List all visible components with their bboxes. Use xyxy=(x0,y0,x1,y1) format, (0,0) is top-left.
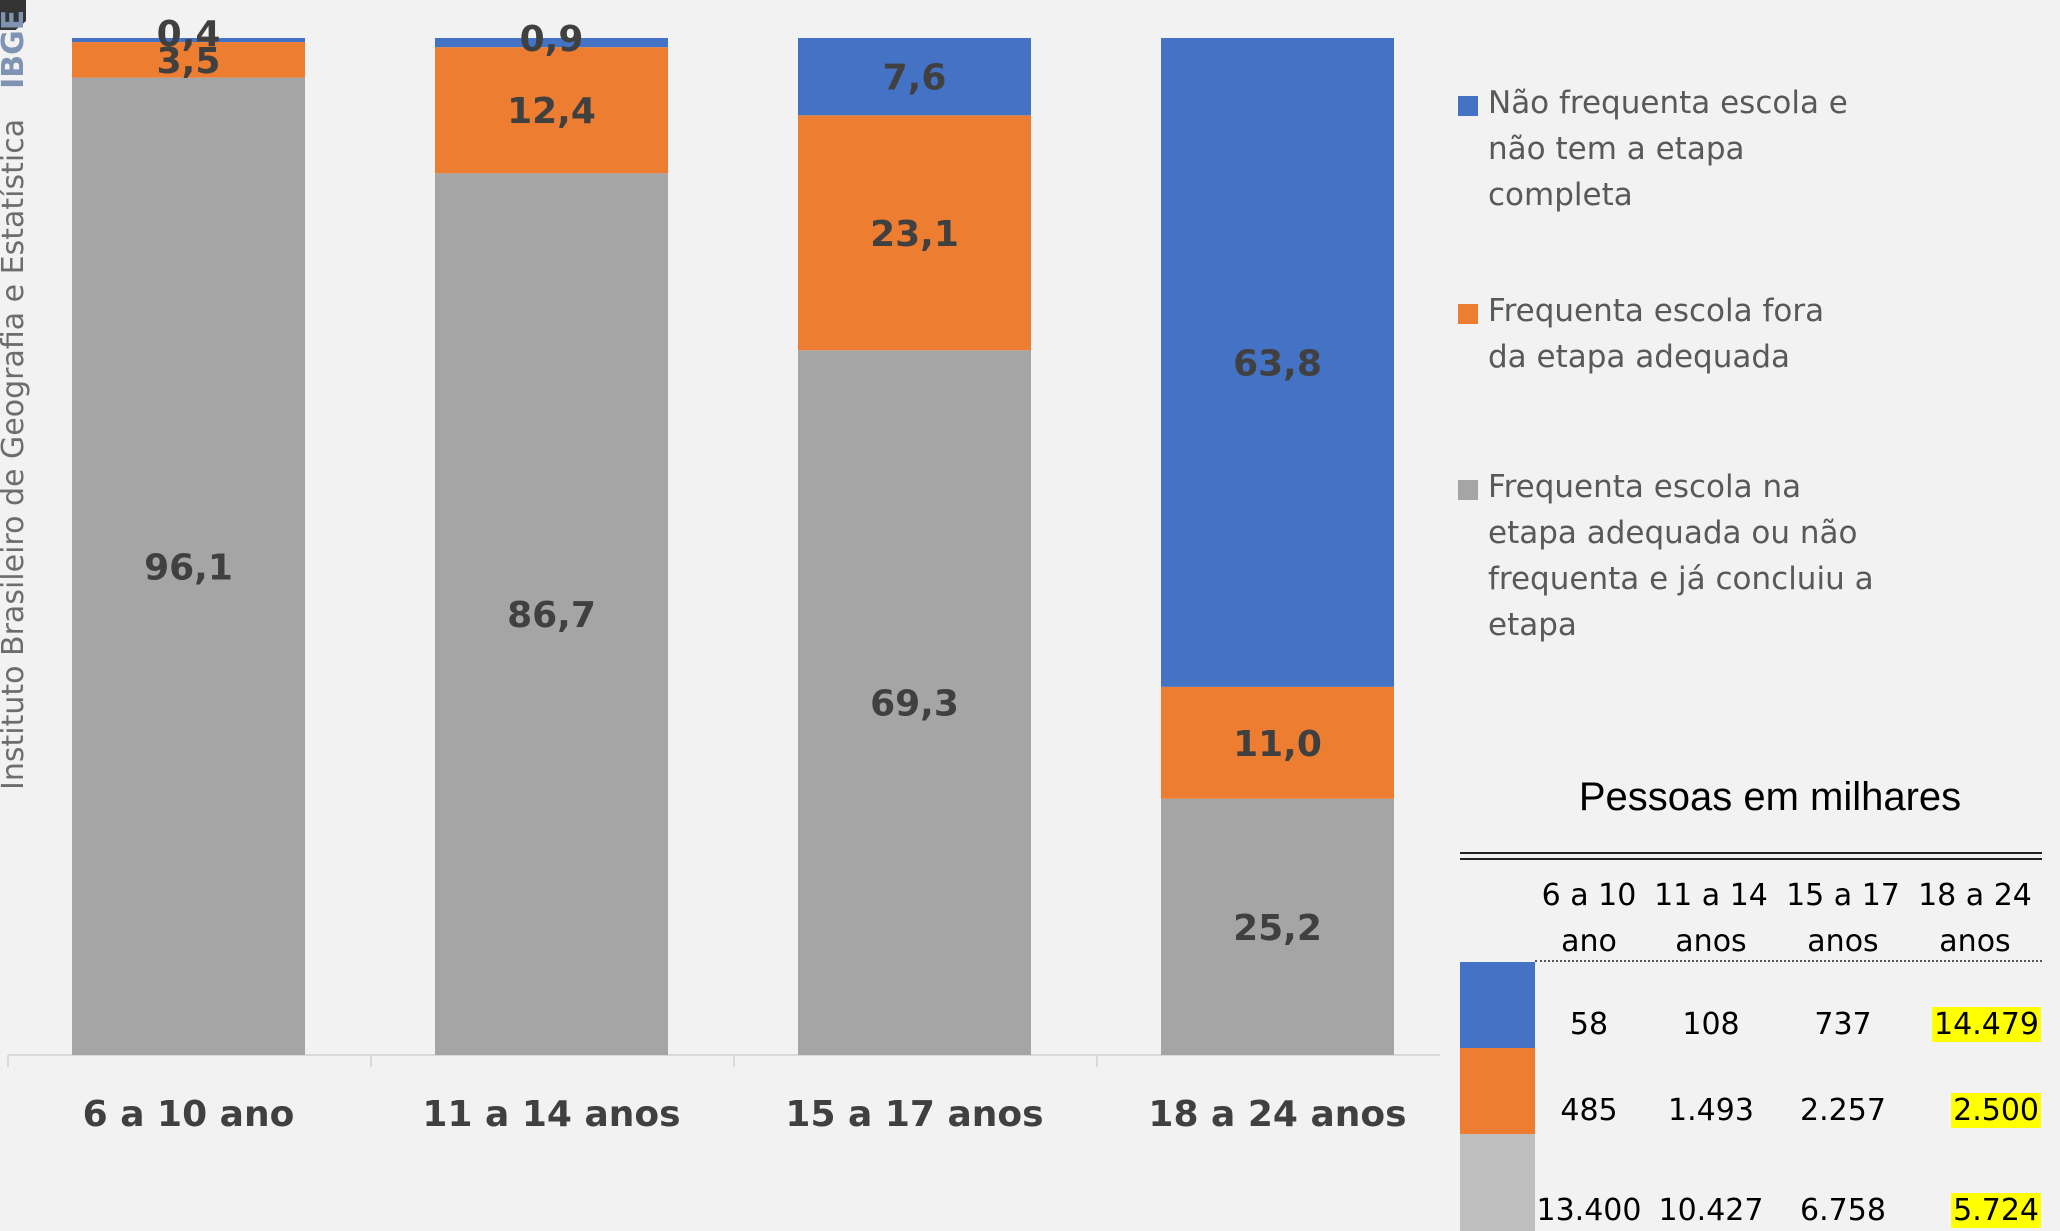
bar-value-label: 63,8 xyxy=(1233,343,1322,384)
bar-segment xyxy=(72,38,305,43)
table-title: Pessoas em milhares xyxy=(1578,775,1962,819)
bar-value-label: 25,2 xyxy=(1233,908,1322,949)
bar-value-label: 86,7 xyxy=(507,595,596,636)
bar-segment xyxy=(798,115,1031,351)
table-header-15-17: 15 a 17 anos xyxy=(1786,878,1900,959)
table-cell: 10.427 xyxy=(1658,1193,1764,1228)
legend-swatch-orange xyxy=(1458,304,1478,324)
table-cell: 2.257 xyxy=(1800,1093,1886,1128)
legend-text-nao-frequenta: Não frequenta escola e não tem a etapa com… xyxy=(1488,85,1848,213)
bar-value-label: 96,1 xyxy=(144,547,233,588)
table-cell: 1.493 xyxy=(1668,1093,1754,1128)
bar-value-label: 12,4 xyxy=(507,91,596,132)
x-tick-label: 18 a 24 anos xyxy=(1148,1094,1406,1135)
table-row-swatch-gray xyxy=(1460,1134,1535,1231)
legend-item-fora-etapa: Frequenta escola fora da etapa adequada xyxy=(1458,288,1888,380)
table-cell: 737 xyxy=(1814,1007,1872,1042)
bar-value-label: 0,9 xyxy=(520,19,584,60)
bar-segment xyxy=(798,38,1031,116)
table-row-swatch-orange xyxy=(1460,1048,1535,1134)
bar-segment xyxy=(72,42,305,78)
bar-segment xyxy=(435,38,668,48)
table-header-divider xyxy=(1535,960,2042,962)
bar-segment xyxy=(1161,38,1394,687)
table-top-rule-double xyxy=(1460,858,2042,860)
chart-legend: Não frequenta escola e não tem a etapa com… xyxy=(1458,80,1888,718)
x-tick-label: 11 a 14 anos xyxy=(422,1094,680,1135)
legend-text-etapa-adequada: Frequenta escola na etapa adequada ou não… xyxy=(1488,469,1874,643)
legend-item-etapa-adequada: Frequenta escola na etapa adequada ou não… xyxy=(1458,464,1888,648)
bar-value-label: 3,5 xyxy=(157,41,221,82)
table-cell: 58 xyxy=(1569,1007,1609,1042)
table-cell-highlighted: 5.724 xyxy=(1951,1193,2041,1228)
table-top-rule xyxy=(1460,852,2042,854)
bar-segment xyxy=(1161,798,1394,1055)
legend-swatch-blue xyxy=(1458,96,1478,116)
stacked-bar-chart: 96,1 3,50,4 6 a 10 ano 86,7 12,4 0,9 11 a 14 a… xyxy=(7,14,1440,1135)
bar-segment xyxy=(72,77,305,1055)
table-cell-highlighted: 14.479 xyxy=(1932,1007,2041,1042)
legend-item-nao-frequenta: Não frequenta escola e não tem a etapa com… xyxy=(1458,80,1888,218)
table-row-swatch-blue xyxy=(1460,962,1535,1048)
bar-segment xyxy=(435,173,668,1056)
x-tick-label: 6 a 10 ano xyxy=(83,1094,295,1135)
table-cell: 485 xyxy=(1560,1093,1618,1128)
table-cell: 108 xyxy=(1682,1007,1740,1042)
bar-value-label: 23,1 xyxy=(870,214,959,255)
legend-text-fora-etapa: Frequenta escola fora da etapa adequada xyxy=(1488,293,1825,375)
table-header-6-10: 6 a 10 ano xyxy=(1541,878,1637,959)
table-cell-highlighted: 2.500 xyxy=(1951,1093,2041,1128)
bar-segment xyxy=(435,47,668,174)
legend-swatch-gray xyxy=(1458,480,1478,500)
table-header-18-24: 18 a 24 anos xyxy=(1918,878,2032,959)
bar-segment xyxy=(1161,686,1394,799)
bar-value-label: 0,4 xyxy=(157,14,221,55)
table-cell: 13.400 xyxy=(1536,1193,1642,1228)
table-cell: 6.758 xyxy=(1800,1193,1886,1228)
bar-value-label: 11,0 xyxy=(1233,724,1322,765)
bar-value-label: 69,3 xyxy=(870,684,959,725)
x-tick-label: 15 a 17 anos xyxy=(785,1094,1043,1135)
table-header-11-14: 11 a 14 anos xyxy=(1654,878,1768,959)
bar-segment xyxy=(798,350,1031,1055)
bar-value-label: 7,6 xyxy=(883,58,947,99)
